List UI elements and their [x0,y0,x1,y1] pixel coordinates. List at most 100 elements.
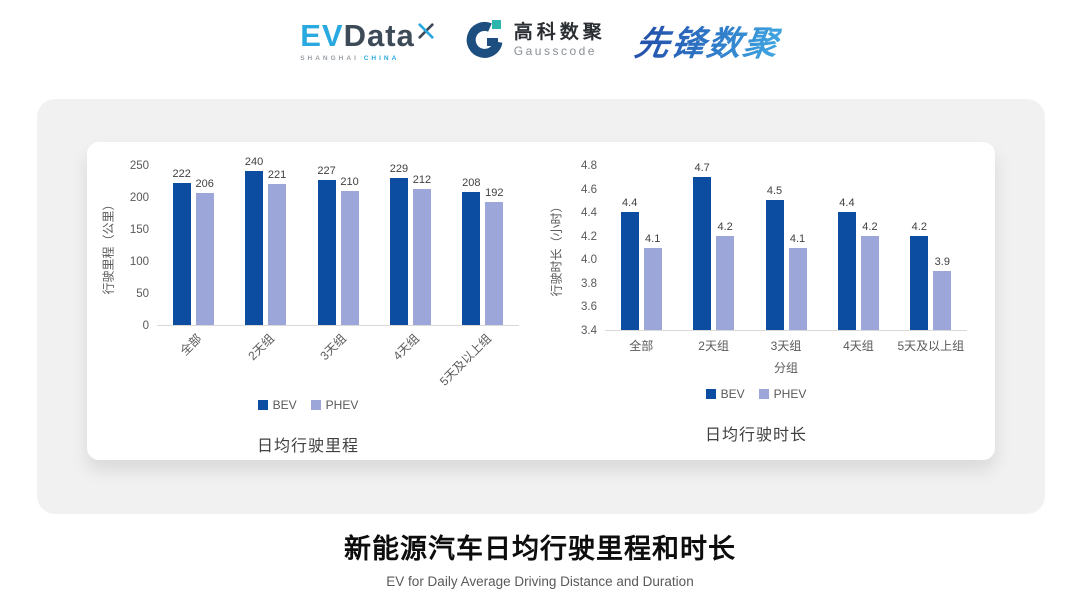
legend-swatch-icon [310,400,321,410]
bar-value-label: 4.2 [717,220,733,233]
legend-swatch-icon [705,389,716,399]
bar-wrap: 221 [268,166,286,325]
legend-swatch-icon [758,389,769,399]
bar-bev-2天组 [693,176,712,330]
caption-title: 新能源汽车日均行驶里程和时长 [344,534,736,564]
bar-phev-2天组 [268,183,287,325]
logo-header: EV Data SHANGHAI CHINA [0,16,1080,65]
bar-bev-4天组 [389,178,408,325]
legend-item-phev: PHEV [758,387,807,401]
evdata-logo: EV Data SHANGHAI CHINA [300,20,435,62]
legend-item-bev: BEV [705,387,745,401]
bar-value-label: 229 [389,163,409,176]
x-axis-labels: 全部 2天组 3天组 4天组 5天及以上组 [157,326,519,388]
caption-subtitle: EV for Daily Average Driving Distance an… [386,574,694,589]
bar-phev-5天及以上组 [933,271,952,330]
y-axis-title: 行驶里程（公里） [97,166,119,326]
x-category-label: 4天组 [843,339,874,353]
pioneer-logo: 先锋数聚 [631,16,784,65]
bar-group: 240 221 [229,156,301,325]
bar-wrap: 227 [317,164,336,325]
bar-bev-全部 [172,182,191,325]
plot-area: 4.4 4.1 4.7 4.2 4.5 4.1 4.4 4.2 4.2 3.9 [605,162,967,331]
gausscode-en-text: Gausscode [513,44,597,59]
bar-value-label: 227 [317,164,336,177]
bar-group: 4.4 4.1 [605,166,677,330]
bar-wrap: 206 [196,166,214,325]
bar-wrap: 240 [245,156,264,325]
y-tick-label: 4.6 [581,183,597,196]
x-category-label: 2天组 [245,331,277,364]
legend-label: PHEV [325,398,359,412]
bar-wrap: 208 [462,166,481,325]
bar-bev-3天组 [765,200,784,330]
y-tick-label: 4.4 [581,207,597,220]
legend-label: PHEV [773,387,807,401]
bar-wrap: 210 [340,166,359,325]
bar-phev-全部 [643,247,662,330]
bar-value-label: 4.2 [911,220,927,233]
x-category-label: 2天组 [698,339,729,353]
evdata-china-text: CHINA [363,54,400,62]
bar-wrap: 4.1 [788,166,807,330]
bar-group: 227 210 [302,164,374,325]
bar-group: 208 192 [447,166,519,325]
bar-wrap: 222 [173,166,191,325]
y-axis-ticks: 3.4 3.6 3.8 4.0 4.2 4.4 4.6 4.8 [567,160,605,337]
y-tick-label: 0 [142,320,149,332]
bar-wrap: 4.2 [910,166,929,330]
x-category-label: 全部 [177,331,205,359]
bar-group: 4.4 4.2 [822,166,894,330]
evdata-wordmark: EV Data [300,20,435,51]
bar-value-label: 206 [195,178,214,191]
y-tick-label: 3.6 [581,301,597,314]
bar-wrap: 3.9 [933,166,952,330]
bar-wrap: 4.1 [643,166,662,330]
y-tick-label: 4.8 [581,160,597,172]
legend: BEV PHEV [97,398,519,412]
legend-label: BEV [272,398,297,412]
x-category-label: 4天组 [390,331,422,364]
bar-value-label: 240 [244,156,264,169]
bar-group: 222 206 [157,166,229,325]
y-tick-label: 150 [129,224,149,236]
x-category-slot: 2天组 [229,326,301,388]
bar-value-label: 4.7 [694,161,710,174]
y-axis-title: 行驶时长（小时） [545,166,567,331]
x-category-slot: 3天组 [302,326,374,388]
x-category-label: 全部 [629,339,654,353]
chart-daily-distance: 行驶里程（公里） 0 50 100 150 200 250 222 206 240 221 227… [93,156,541,460]
bar-phev-3天组 [788,247,807,330]
caption: 新能源汽车日均行驶里程和时长 EV for Daily Average Driv… [0,527,1080,589]
bar-group: 4.5 4.1 [750,166,822,330]
legend-item-phev: PHEV [310,398,359,412]
bar-wrap: 229 [389,163,409,325]
y-axis-ticks: 0 50 100 150 200 250 [119,160,157,332]
bar-phev-2天组 [716,235,735,330]
bar-bev-5天及以上组 [910,235,929,330]
evdata-shanghai-text: SHANGHAI [300,54,359,62]
bar-value-label: 212 [412,174,432,187]
bar-wrap: 4.5 [765,166,784,330]
bar-phev-4天组 [412,189,431,325]
bar-group: 4.2 3.9 [895,166,967,330]
bar-phev-3天组 [340,190,359,325]
y-tick-label: 3.8 [581,277,597,290]
evdata-subtext: SHANGHAI CHINA [300,55,435,62]
plot-area: 222 206 240 221 227 210 229 212 208 192 [157,156,519,326]
bar-bev-全部 [620,212,639,330]
x-axis-title: 分组 [773,361,798,375]
panel-card: 行驶里程（公里） 0 50 100 150 200 250 222 206 240 221 227… [37,99,1045,514]
chart-daily-duration: 行驶时长（小时） 3.4 3.6 3.8 4.0 4.2 4.4 4.6 4.8 4.4 4.1… [541,160,989,460]
bar-value-label: 221 [267,168,287,181]
y-tick-label: 3.4 [581,325,597,337]
bar-bev-2天组 [245,171,264,325]
bar-phev-5天及以上组 [485,202,504,325]
bar-bev-3天组 [317,179,336,325]
evdata-ev-text: EV [300,17,344,53]
bar-wrap: 4.2 [860,166,879,330]
chart-title: 日均行驶里程 [256,438,359,455]
y-tick-label: 250 [129,160,149,172]
charts-card: 行驶里程（公里） 0 50 100 150 200 250 222 206 240 221 227… [87,142,995,460]
